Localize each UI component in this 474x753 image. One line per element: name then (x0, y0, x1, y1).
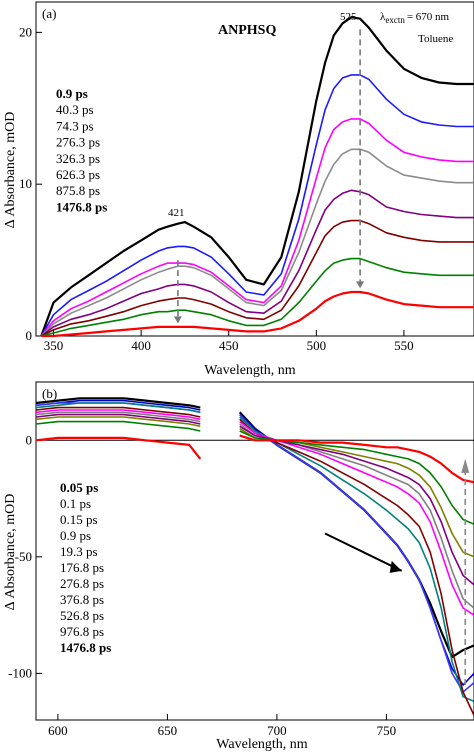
excitation-symbol: λ (380, 11, 386, 23)
y-tick-label: 0 (26, 328, 33, 343)
x-tick-label: 700 (267, 723, 287, 738)
series-line (41, 257, 474, 337)
series-line (239, 430, 474, 525)
legend-item: 875.8 ps (56, 183, 100, 198)
peak-label-421: 421 (168, 207, 185, 219)
series-line (40, 219, 474, 337)
legend-item: 976.8 ps (60, 624, 104, 639)
series-line (35, 416, 201, 428)
y-tick-label: -100 (8, 665, 32, 680)
panel-b-axes: 600 650 700 750 -100 -50 0 (8, 432, 474, 738)
panel-a-series (40, 16, 474, 338)
excitation-subscript: exctn (385, 15, 405, 25)
panel-a-label: (a) (42, 6, 56, 21)
legend-item: 0.15 ps (60, 512, 98, 527)
series-line (40, 16, 474, 337)
panel-a-decay-markers (173, 29, 365, 324)
legend-item: 0.05 ps (60, 480, 98, 495)
x-tick-label: 750 (377, 723, 397, 738)
panel-b: (b) 600 650 700 750-100-500 0.05 ps0.1 ps0.… (3, 381, 474, 752)
y-tick-label: 10 (19, 176, 32, 191)
series-line (35, 409, 201, 421)
panel-a-frame (35, 1, 474, 337)
legend-item: 19.3 ps (60, 544, 98, 559)
legend-item: 526.8 ps (60, 608, 104, 623)
series-line (41, 290, 474, 338)
decay-arrow-head (356, 281, 365, 289)
x-tick-label: 650 (158, 723, 178, 738)
panel-a-ylabel: Δ Absorbance, mOD (3, 112, 18, 229)
series-line (35, 397, 201, 409)
legend-item: 1476.8 ps (56, 199, 107, 214)
series-line (239, 416, 474, 703)
panel-b-frame (35, 381, 474, 721)
legend-item: 376.8 ps (60, 592, 104, 607)
series-line (40, 189, 474, 337)
series-line (40, 148, 474, 337)
legend-item: 40.3 ps (56, 102, 94, 117)
series-line (35, 402, 201, 414)
peak-label-525: 525 (340, 11, 357, 23)
series-line (239, 420, 474, 616)
x-tick-label: 500 (307, 338, 327, 353)
legend-item: 176.8 ps (60, 560, 104, 575)
legend-item: 0.9 ps (60, 528, 91, 543)
panel-b-series (35, 397, 474, 716)
series-line (40, 118, 474, 337)
series-line (35, 436, 202, 460)
series-line (35, 411, 201, 423)
series-line (239, 418, 474, 716)
panel-a-axes: 350 400 450 500 550 0 10 20 (19, 24, 414, 353)
y-tick-label: 20 (19, 24, 32, 39)
legend-item: 326.3 ps (56, 151, 100, 166)
excitation-value: = 670 nm (407, 11, 450, 23)
panel-a-title: ANPHSQ (218, 23, 276, 38)
x-tick-label: 550 (394, 338, 414, 353)
series-line (239, 427, 474, 558)
y-tick-label: 0 (26, 432, 33, 447)
x-tick-label: 350 (44, 338, 64, 353)
legend-item: 626.3 ps (56, 167, 100, 182)
x-tick-label: 600 (48, 723, 68, 738)
legend-item: 74.3 ps (56, 118, 94, 133)
x-tick-label: 400 (131, 338, 151, 353)
legend-item: 276.8 ps (60, 576, 104, 591)
series-line (35, 420, 201, 432)
series-line (239, 425, 474, 586)
panel-a-xlabel: Wavelength, nm (204, 363, 296, 378)
legend-item: 0.1 ps (60, 496, 91, 511)
panel-b-decay-markers (324, 458, 470, 686)
series-line (40, 74, 474, 337)
panel-a: (a) ANPHSQ λexctn = 670 nm Toluene 421 52… (3, 1, 474, 378)
series-line (35, 413, 201, 425)
trend-arrow-head (389, 560, 402, 573)
recovery-arrow-head (461, 458, 470, 473)
legend-item: 0.9 ps (56, 86, 88, 101)
panel-b-label: (b) (42, 386, 57, 401)
series-line (239, 414, 474, 693)
y-tick-label: -50 (15, 549, 32, 564)
legend-item: 1476.8 ps (60, 640, 111, 655)
panel-b-xlabel: Wavelength, nm (216, 737, 308, 752)
series-line (35, 406, 201, 418)
series-line (239, 434, 474, 484)
trend-arrow-line (324, 532, 403, 572)
panel-b-ylabel: Δ Absorbance, mOD (3, 494, 18, 611)
decay-arrow-head (173, 316, 182, 324)
solvent-label: Toluene (418, 33, 453, 45)
x-tick-label: 450 (219, 338, 239, 353)
excitation-annotation: λexctn = 670 nm (380, 11, 450, 25)
legend-item: 276.3 ps (56, 135, 100, 150)
